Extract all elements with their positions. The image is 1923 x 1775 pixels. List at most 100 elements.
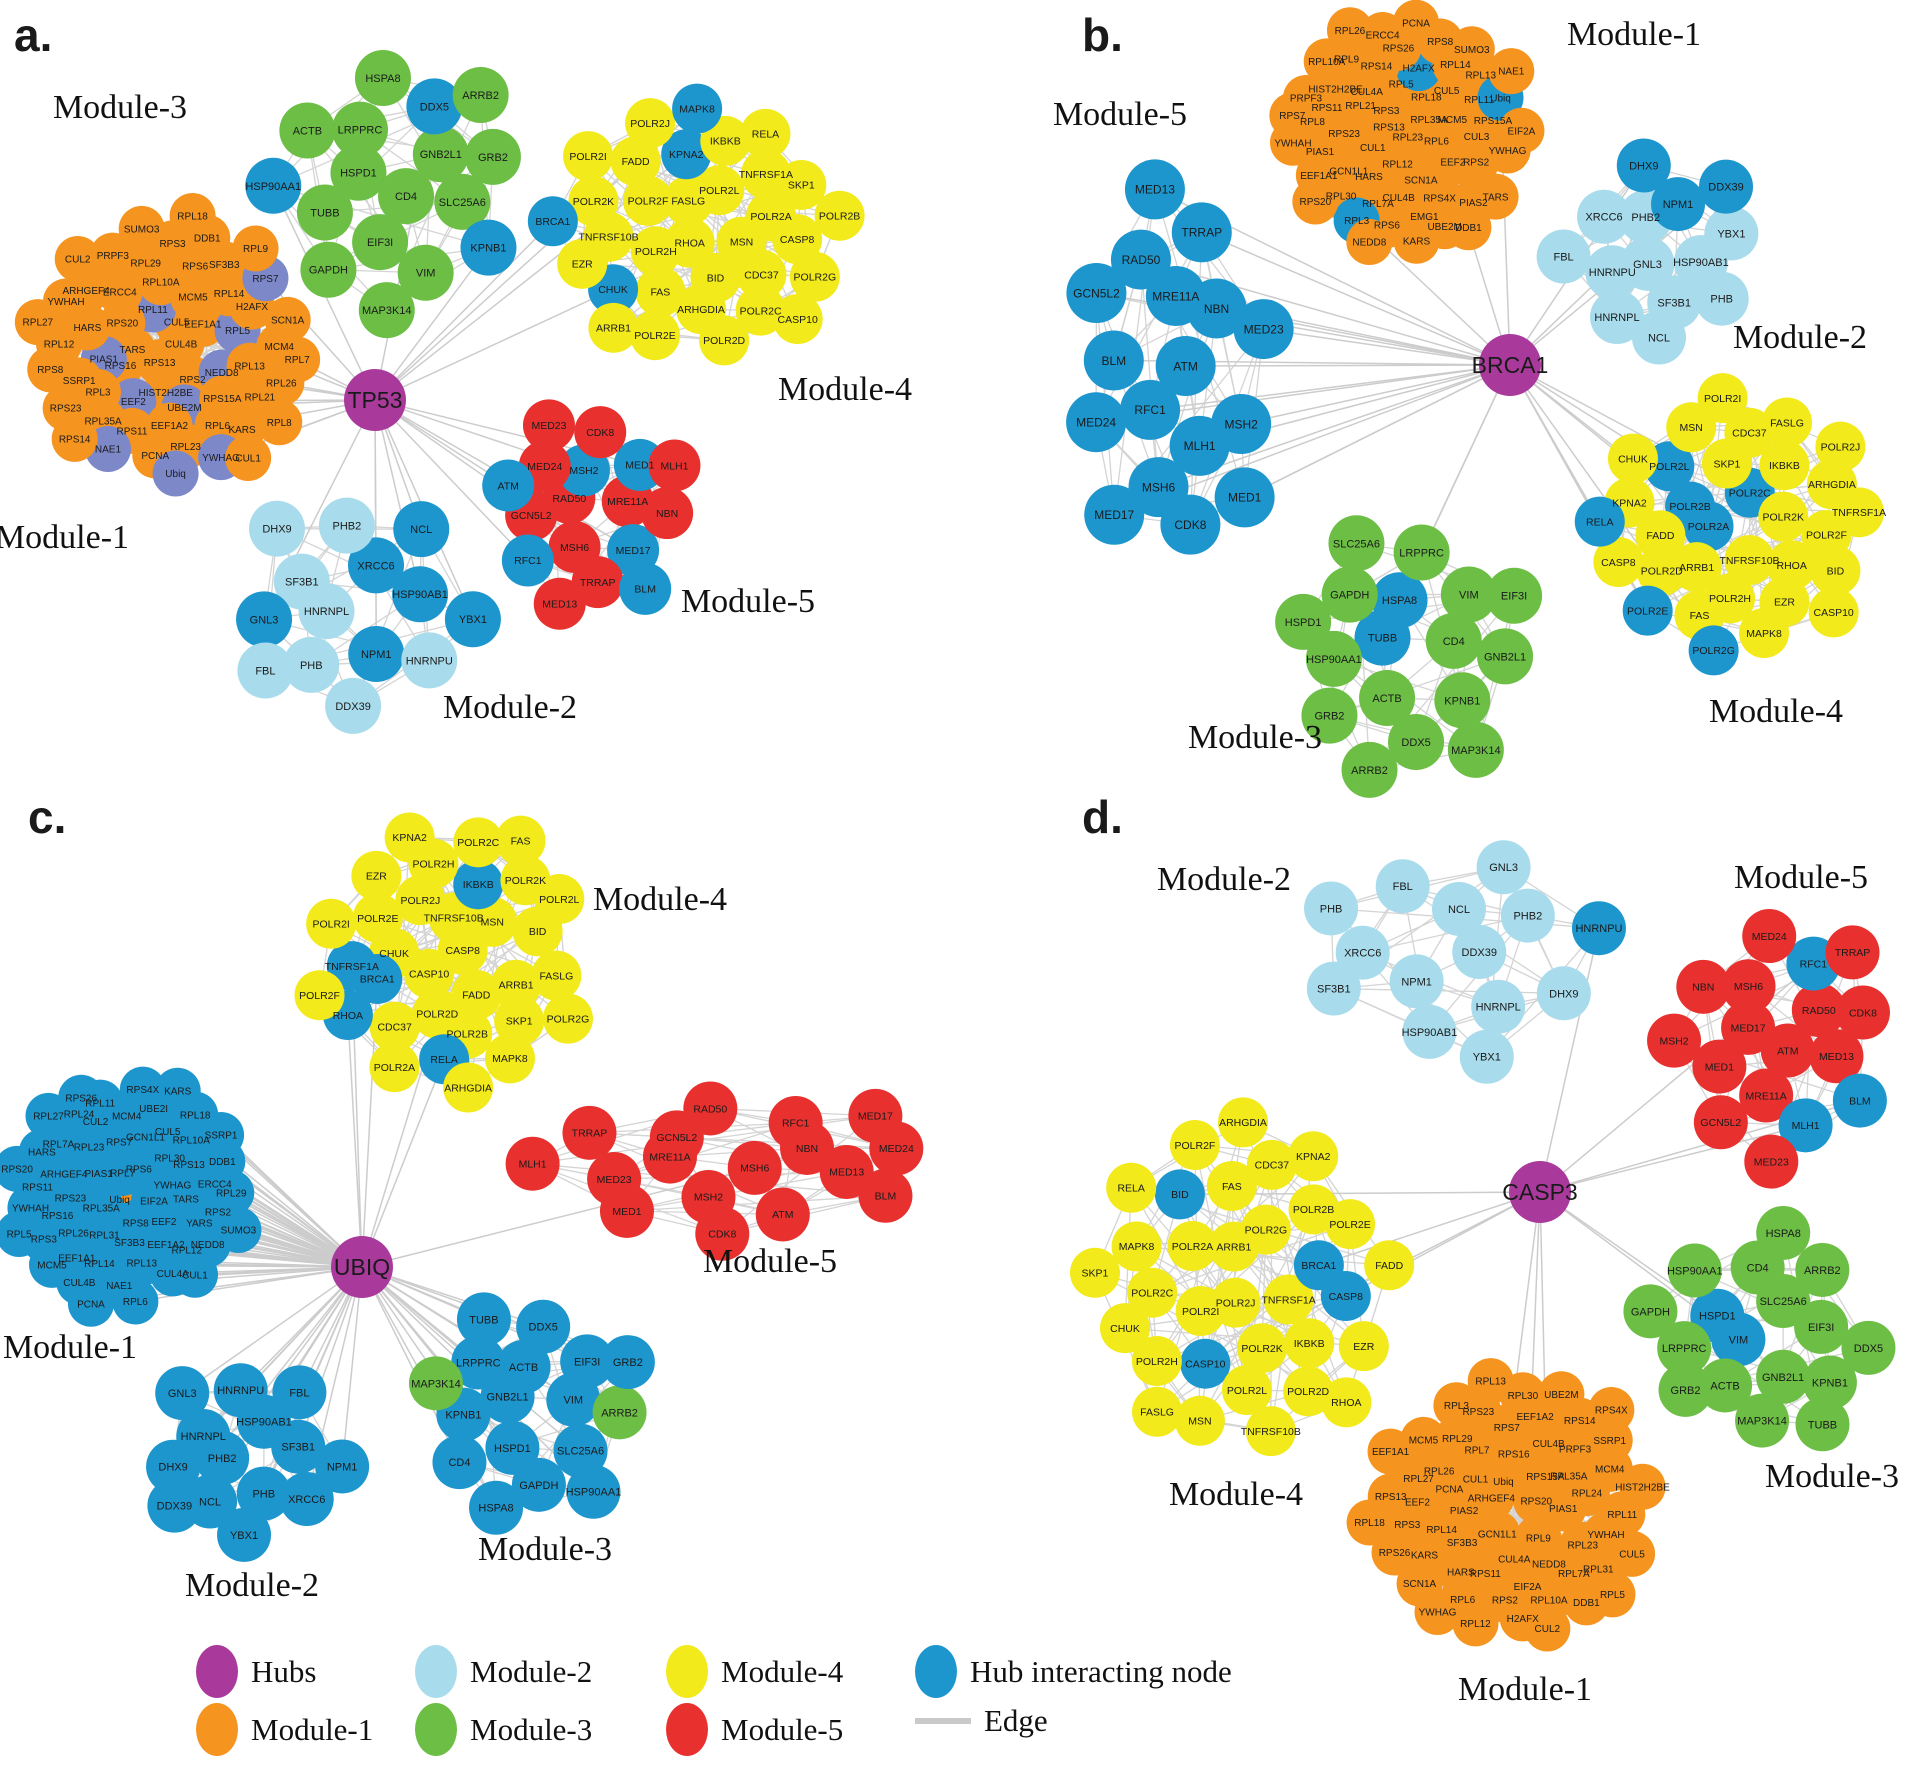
node-label-NCL: NCL [410,524,432,536]
node-label-BRCA1: BRCA1 [360,974,395,986]
node-label-HSPA8: HSPA8 [478,1503,513,1515]
node-CUL1 [225,435,272,482]
node-NEDD8 [1346,219,1393,266]
node-label-PCNA: PCNA [77,1299,105,1310]
module-label-module-2: Module-2 [185,1567,319,1604]
node-DDX5 [1841,1320,1896,1375]
node-label-PIAS1: PIAS1 [84,1169,113,1180]
node-label-CDC37: CDC37 [744,269,779,281]
node-label-RPL18: RPL18 [1354,1518,1385,1529]
node-GNL3 [236,591,293,648]
node-label-CD4: CD4 [448,1457,470,1469]
node-MED24 [1742,909,1797,964]
edge [613,1122,796,1180]
node-CDC37 [369,1001,420,1052]
node-label-POLR2I: POLR2I [569,151,606,163]
hub-edge [1241,364,1511,425]
node-FADD [451,969,502,1020]
node-label-YWHAG: YWHAG [1419,1608,1457,1619]
node-GAPDH [1321,566,1378,623]
node-label-GNL3: GNL3 [1489,862,1518,874]
node-label-MED17: MED17 [616,545,651,557]
node-CASP8 [1593,536,1644,587]
node-label-MSH6: MSH6 [1734,981,1763,993]
node-label-POLR2J: POLR2J [1821,441,1861,453]
node-label-RPS15A: RPS15A [1526,1472,1565,1483]
node-label-CASP10: CASP10 [1813,607,1853,619]
node-label-POLR2E: POLR2E [357,913,398,925]
node-label-MED24: MED24 [1076,416,1116,430]
node-label-MED13: MED13 [829,1167,864,1179]
node-PHB2 [1500,888,1555,943]
node-label-GAPDH: GAPDH [519,1480,558,1492]
node-label-TRRAP: TRRAP [580,577,616,589]
node-label-POLR2B: POLR2B [447,1029,488,1041]
node-POLR2F [1169,1120,1220,1171]
node-POLR2I [306,898,357,949]
node-FADD [1364,1240,1415,1291]
node-label-RFC1: RFC1 [514,555,542,567]
node-label-YBX1: YBX1 [1473,1052,1501,1064]
node-POLR2L [1221,1365,1272,1416]
hub-edge [374,247,490,401]
node-label-DDB1: DDB1 [209,1157,236,1168]
node-ATM [1155,336,1216,396]
node-label-CDK8: CDK8 [1849,1007,1877,1019]
node-label-RPS4X: RPS4X [126,1085,159,1096]
node-label-EEF1A2: EEF1A2 [147,1240,185,1251]
node-label-SF3B3: SF3B3 [1447,1538,1478,1549]
node-MSN [1666,402,1717,453]
node-label-RPL5: RPL5 [7,1230,32,1241]
node-label-RPL11: RPL11 [138,305,168,316]
node-POLR2H [630,226,681,277]
node-label-BLM: BLM [1849,1095,1871,1107]
node-label-HSPD1: HSPD1 [340,168,377,180]
node-label-MED1: MED1 [1705,1061,1734,1073]
node-label-GNB2L1: GNB2L1 [486,1392,528,1404]
node-label-CUL4A: CUL4A [1351,87,1384,98]
node-label-RPL7: RPL7 [285,355,310,366]
node-label-MAP3K14: MAP3K14 [362,305,412,317]
node-label-LRPPRC: LRPPRC [338,125,383,137]
node-label-HSP90AA1: HSP90AA1 [1667,1265,1723,1277]
node-POLR2I [563,131,614,182]
node-label-UBE2M: UBE2M [1544,1390,1578,1401]
node-label-EMG1: EMG1 [1410,212,1439,223]
node-DDX5 [406,78,463,135]
node-RELA [1106,1162,1157,1213]
node-XRCC6 [348,537,405,594]
node-label-POLR2K: POLR2K [505,875,546,887]
node-label-MED13: MED13 [1135,183,1175,197]
node-label-GNB2L1: GNB2L1 [1484,651,1526,663]
node-CASP10 [772,293,823,344]
node-label-SF3B1: SF3B1 [1657,298,1691,310]
node-label-ARRB2: ARRB2 [1351,765,1388,777]
node-LRPPRC [451,1335,506,1390]
node-label-BID: BID [1827,565,1845,577]
node-label-CHUK: CHUK [379,948,409,960]
node-label-POLR2I: POLR2I [1704,393,1741,405]
node-label-TNFRSF10B: TNFRSF10B [578,232,638,244]
node-label-ARHGDIA: ARHGDIA [677,304,725,316]
panel-letter-d: d. [1082,791,1123,843]
node-label-PCNA: PCNA [1435,1485,1463,1496]
panel-b-nodes [1066,0,1885,798]
node-label-DHX9: DHX9 [1629,160,1658,172]
hub-edge [374,220,554,401]
node-label-RPS23: RPS23 [1328,129,1360,140]
node-RFC1 [1120,379,1181,440]
node-label-KPNB1: KPNB1 [470,243,506,255]
node-RPL5 [1589,1571,1636,1618]
node-label-MSN: MSN [481,917,504,929]
legend-label: Module-1 [251,1711,374,1747]
hub-edge [1185,364,1511,367]
node-label-GCN5L2: GCN5L2 [1073,286,1120,300]
node-label-RPL27: RPL27 [33,1111,64,1122]
node-SKP1 [494,995,545,1046]
node-NBN [1186,278,1247,339]
node-label-RPL7A: RPL7A [1558,1569,1590,1580]
node-label-NCL: NCL [1448,904,1470,916]
legend-item-module-3: Module-3 [415,1703,592,1756]
node-XRCC6 [279,1472,334,1527]
node-label-POLR2B: POLR2B [819,211,860,223]
